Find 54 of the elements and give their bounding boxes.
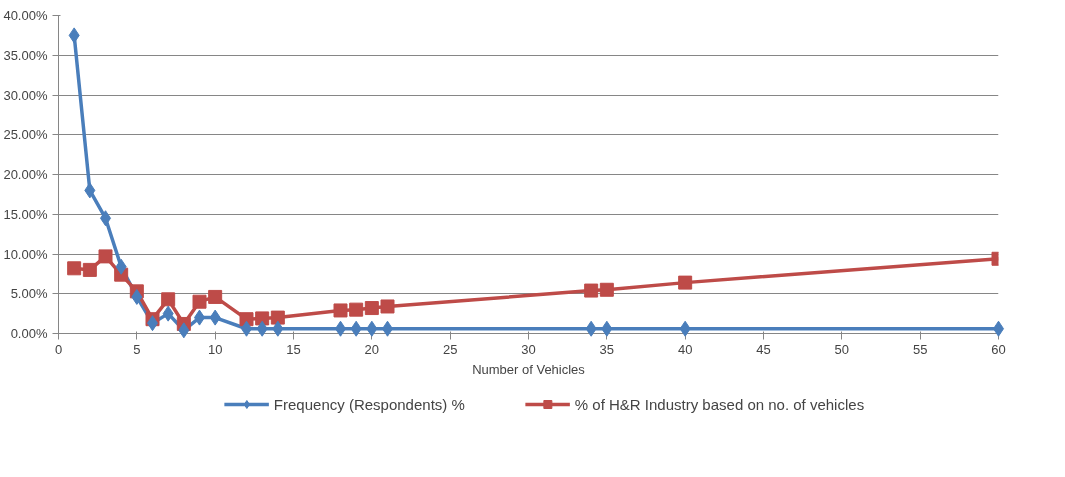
point [192,294,207,309]
point [270,310,285,325]
x-tick-label: 35 [599,341,615,357]
y-tick-label: 20.00% [3,167,48,182]
point [255,311,270,326]
x-tick-label: 0 [54,341,63,357]
point [679,320,691,337]
point [209,309,221,326]
y-tick-label: 5.00% [10,286,48,302]
point [67,261,82,276]
point [584,283,599,298]
y-tick-label: 30.00% [3,87,48,103]
x-tick-label: 10 [207,341,223,357]
point [601,320,613,337]
point [350,320,362,337]
legend-label: % of H&R Industry based on no. of vehicles [574,395,865,413]
point [272,320,284,337]
point [208,289,223,304]
point [161,292,176,307]
point [98,249,113,264]
x-tick-label: 50 [834,341,850,357]
point [82,262,97,277]
x-tick-label: 20 [364,341,380,357]
point [131,288,143,305]
point [380,299,395,314]
point [364,301,379,316]
point [678,275,693,290]
point [84,182,96,199]
y-tick-label: 10.00% [3,246,48,262]
point [599,282,614,297]
y-tick-label: 0.00% [10,326,48,341]
point [366,320,378,337]
legend-label: Frequency (Respondents) % [273,395,465,413]
x-tick-label: 25 [442,341,458,357]
x-axis-title: Number of Vehicles [472,361,586,377]
x-tick-label: 55 [912,341,928,357]
x-tick-label: 40 [677,341,693,357]
x-tick-label: 60 [991,341,1006,357]
x-tick-label: 15 [286,341,301,357]
y-tick-label: 40.00% [3,8,48,23]
point [162,305,174,322]
y-tick-label: 25.00% [3,127,48,143]
point [68,27,80,44]
y-tick-label: 15.00% [3,206,48,222]
point [349,302,364,317]
point [178,322,190,339]
x-tick-label: 5 [133,341,141,357]
point [115,258,127,275]
point [256,320,268,337]
x-tick-label: 45 [756,341,771,357]
x-tick-label: 30 [521,341,536,357]
y-tick-label: 35.00% [3,47,48,63]
point [585,320,597,337]
point [333,303,348,318]
